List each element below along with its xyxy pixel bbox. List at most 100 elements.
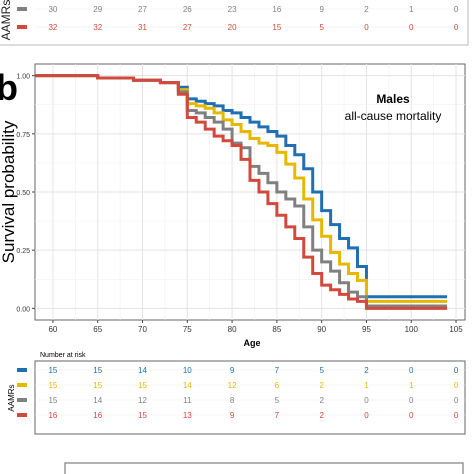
risk-value: 0 xyxy=(454,396,459,405)
x-tick-label: 60 xyxy=(48,325,57,334)
curves xyxy=(35,74,448,310)
risk-value: 0 xyxy=(364,396,369,405)
y-axis-ticks: 0.00 0.25 0.50 0.75 1.00 xyxy=(16,74,35,313)
risk-value: 15 xyxy=(93,381,102,390)
risk-value: 1 xyxy=(409,381,414,390)
risk-value: 7 xyxy=(275,411,280,420)
chart-title: Males xyxy=(376,92,410,106)
risk-value: 0 xyxy=(454,366,459,375)
risk-value: 32 xyxy=(48,23,57,32)
survival-plot: 60 65 70 75 80 85 90 95 100 105 0.00 0.25 0.50 0.75 1… xyxy=(0,63,466,348)
risk-value: 15 xyxy=(48,366,57,375)
chart-subtitle: all-cause mortality xyxy=(345,109,442,123)
risk-value: 2 xyxy=(319,381,324,390)
risk-value: 2 xyxy=(319,411,324,420)
risk-value: 0 xyxy=(454,5,459,14)
risk-value: 15 xyxy=(48,396,57,405)
top-risk-table: AAMRs 30 29 27 26 23 16 9 2 1 0 32 32 31 27 20 15 5 0 0 0 xyxy=(0,0,469,46)
risk-value: 12 xyxy=(138,396,147,405)
risk-value: 10 xyxy=(183,366,192,375)
top-risk-table-rows: 30 29 27 26 23 16 9 2 1 0 32 32 31 27 20 15 5 0 0 0 xyxy=(17,5,465,32)
risk-value: 0 xyxy=(409,396,414,405)
risk-value: 6 xyxy=(275,381,280,390)
risk-table: Number at risk AAMRs 15 15 14 10 9 7 5 2 0 015 15 1… xyxy=(7,352,466,435)
risk-value: 0 xyxy=(409,23,414,32)
y-tick-label: 0.00 xyxy=(16,306,30,313)
x-tick-label: 100 xyxy=(405,325,419,334)
risk-value: 0 xyxy=(454,411,459,420)
risk-table-rows: 15 15 14 10 9 7 5 2 0 015 15 15 14 12 6 2 1 1 015 14 12 11 8 5 2… xyxy=(17,366,465,420)
risk-table-frame xyxy=(34,360,466,435)
risk-value: 2 xyxy=(364,366,369,375)
survival-curve-3 xyxy=(35,74,448,310)
x-tick-label: 90 xyxy=(317,325,326,334)
risk-value: 0 xyxy=(454,23,459,32)
risk-row-swatch xyxy=(17,383,27,387)
risk-value: 8 xyxy=(230,396,235,405)
risk-value: 13 xyxy=(183,411,192,420)
y-axis-label: Survival probability xyxy=(0,120,18,263)
risk-value: 30 xyxy=(48,5,57,14)
risk-value: 20 xyxy=(228,23,237,32)
risk-value: 2 xyxy=(364,5,369,14)
x-tick-label: 65 xyxy=(93,325,102,334)
risk-row-swatch xyxy=(17,413,27,417)
risk-value: 15 xyxy=(138,411,147,420)
risk-value: 16 xyxy=(272,5,281,14)
risk-value: 14 xyxy=(93,396,102,405)
x-axis-ticks: 60 65 70 75 80 85 90 95 100 105 xyxy=(48,320,463,334)
risk-value: 23 xyxy=(228,5,237,14)
risk-value: 27 xyxy=(183,23,192,32)
y-tick-label: 0.50 xyxy=(16,190,30,197)
risk-value: 5 xyxy=(319,23,324,32)
risk-value: 0 xyxy=(454,381,459,390)
risk-value: 15 xyxy=(138,381,147,390)
risk-value: 0 xyxy=(409,411,414,420)
x-tick-label: 85 xyxy=(272,325,281,334)
risk-value: 14 xyxy=(183,381,192,390)
risk-value: 15 xyxy=(93,366,102,375)
risk-value: 27 xyxy=(138,5,147,14)
risk-value: 5 xyxy=(275,396,280,405)
risk-row-swatch xyxy=(17,398,27,402)
risk-value: 12 xyxy=(228,381,237,390)
risk-value: 9 xyxy=(319,5,324,14)
top-risk-table-ylabel: AAMRs xyxy=(0,0,13,40)
risk-value: 31 xyxy=(138,23,147,32)
risk-table-ylabel: AAMRs xyxy=(7,384,16,411)
risk-value: 0 xyxy=(364,411,369,420)
risk-table-title: Number at risk xyxy=(40,352,86,359)
risk-value: 1 xyxy=(409,5,414,14)
risk-value: 5 xyxy=(319,366,324,375)
risk-row-swatch xyxy=(17,7,27,11)
risk-value: 26 xyxy=(183,5,192,14)
risk-row-swatch xyxy=(17,368,27,372)
y-tick-label: 0.25 xyxy=(16,248,30,255)
y-tick-label: 1.00 xyxy=(16,74,30,81)
risk-row-swatch xyxy=(17,25,27,29)
risk-value: 16 xyxy=(93,411,102,420)
x-tick-label: 80 xyxy=(228,325,237,334)
risk-value: 0 xyxy=(364,23,369,32)
x-tick-label: 70 xyxy=(138,325,147,334)
risk-value: 29 xyxy=(93,5,102,14)
top-risk-table-frame xyxy=(0,0,469,46)
risk-value: 9 xyxy=(230,366,235,375)
risk-value: 14 xyxy=(138,366,147,375)
risk-value: 32 xyxy=(93,23,102,32)
risk-value: 9 xyxy=(230,411,235,420)
x-axis-label: Age xyxy=(243,338,260,348)
risk-value: 15 xyxy=(48,381,57,390)
risk-value: 15 xyxy=(272,23,281,32)
risk-value: 2 xyxy=(319,396,324,405)
y-tick-label: 0.75 xyxy=(16,132,30,139)
x-tick-label: 75 xyxy=(183,325,192,334)
panel-label: b xyxy=(0,67,18,108)
risk-value: 11 xyxy=(183,396,192,405)
risk-value: 7 xyxy=(275,366,280,375)
next-panel-frame xyxy=(64,462,464,474)
x-tick-label: 105 xyxy=(449,325,463,334)
risk-value: 16 xyxy=(48,411,57,420)
risk-value: 0 xyxy=(409,366,414,375)
